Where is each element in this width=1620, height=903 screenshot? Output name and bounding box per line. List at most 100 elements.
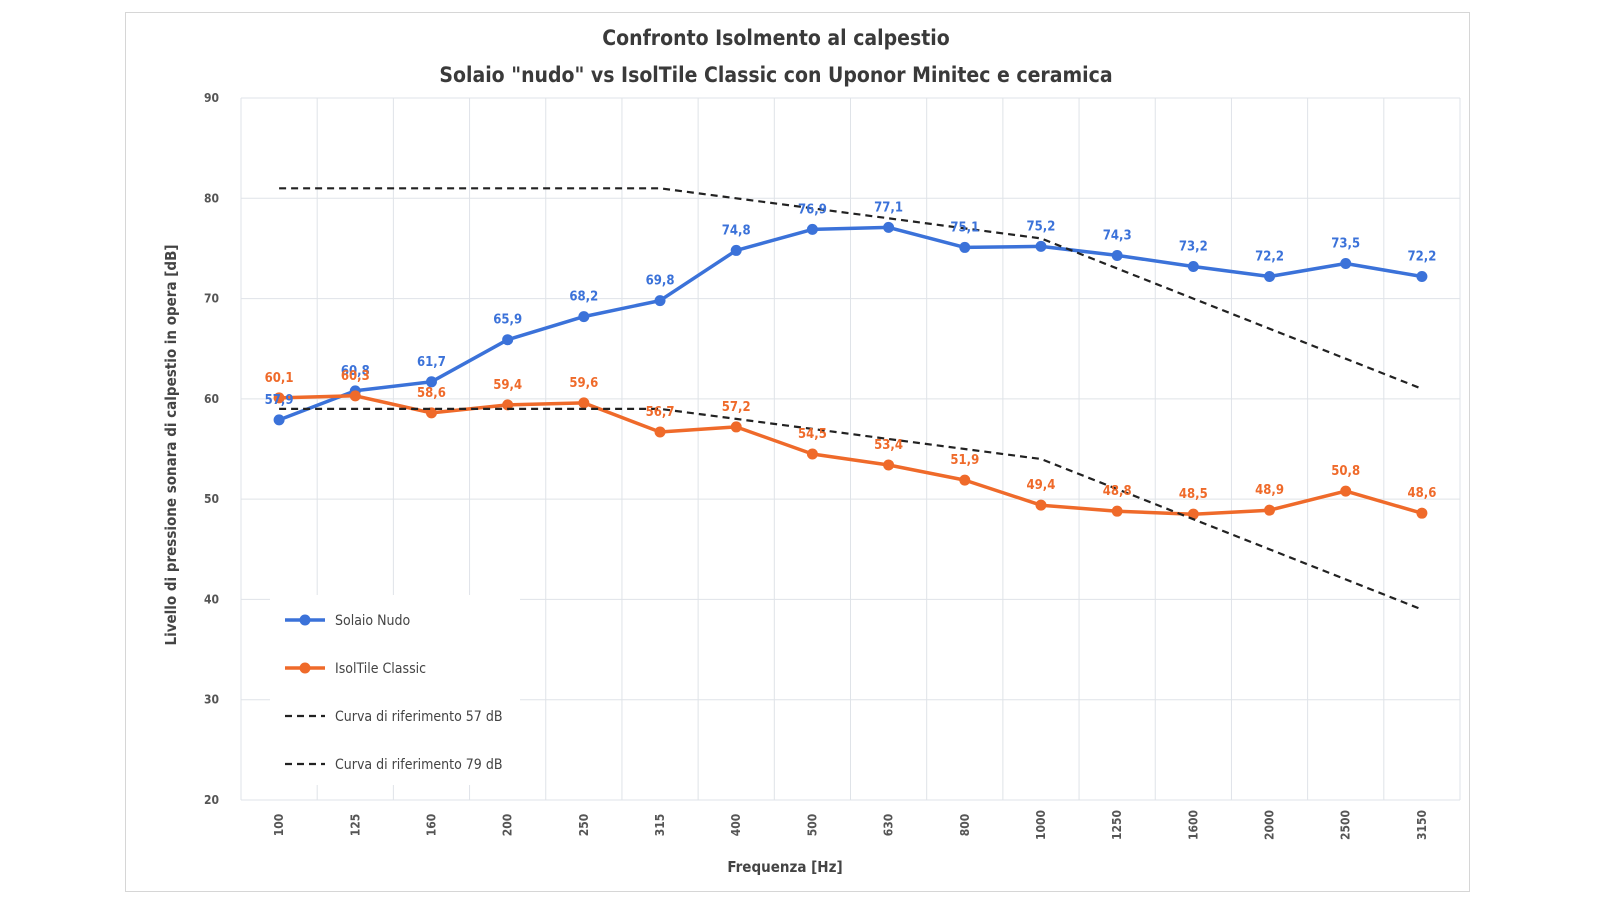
x-tick-label: 1600: [1186, 810, 1200, 840]
data-label: 50,8: [1331, 464, 1360, 479]
series-point: [1187, 260, 1199, 272]
series-point: [806, 223, 818, 235]
y-tick-label: 50: [204, 492, 219, 506]
series-point: [730, 244, 742, 256]
series-point: [1416, 271, 1428, 283]
series-point: [1035, 240, 1047, 252]
series-point: [959, 241, 971, 253]
data-label: 60,3: [341, 369, 370, 384]
x-axis-ticks: 100 125 160 200 250 315 400 500 630 800 1000 1250 16…: [272, 810, 1429, 840]
x-tick-label: 2500: [1339, 810, 1353, 840]
data-label: 72,2: [1407, 250, 1436, 265]
x-tick-label: 1250: [1110, 810, 1124, 840]
data-label: 59,6: [569, 376, 598, 391]
data-label: 60,8: [341, 364, 370, 379]
chart-subtitle: Solaio "nudo" vs IsolTile Classic con Up…: [439, 63, 1112, 87]
data-label: 74,8: [722, 223, 751, 238]
x-tick-label: 400: [729, 814, 743, 837]
series-point: [959, 474, 971, 486]
x-tick-label: 100: [272, 814, 286, 837]
series-point: [883, 459, 895, 471]
x-tick-label: 3150: [1415, 810, 1429, 840]
x-tick-label: 630: [882, 814, 896, 837]
data-label: 61,7: [417, 355, 446, 370]
series-line: [278, 225, 1423, 422]
y-axis-ticks: 20 30 40 50 60 70 80 90: [204, 91, 219, 807]
series-line: [279, 394, 1423, 516]
legend: Solaio Nudo IsolTile Classic Curva di rife…: [270, 595, 520, 785]
data-label: 48,6: [1407, 486, 1436, 501]
data-label: 53,4: [874, 438, 903, 453]
series-point: [578, 311, 590, 323]
data-label: 73,5: [1331, 236, 1360, 251]
series-point: [654, 295, 666, 307]
grid: [240, 97, 1461, 801]
series-point: [806, 448, 818, 460]
data-label: 60,1: [265, 371, 294, 386]
data-label: 72,2: [1255, 250, 1284, 265]
data-label: 57,2: [722, 400, 751, 415]
x-tick-label: 125: [348, 814, 362, 837]
legend-box: [270, 595, 520, 785]
legend-label: IsolTile Classic: [335, 661, 426, 677]
x-tick-label: 2000: [1263, 810, 1277, 840]
legend-label: Curva di riferimento 57 dB: [335, 709, 502, 725]
series-point: [1340, 257, 1352, 269]
data-label: 59,4: [493, 378, 522, 393]
chart-title: Confronto Isolmento al calpestio: [602, 26, 949, 50]
data-label: 75,2: [1027, 219, 1056, 234]
data-label: 76,9: [798, 202, 827, 217]
series-point: [425, 407, 437, 419]
x-tick-label: 315: [653, 814, 667, 837]
series-point: [1264, 271, 1276, 283]
series-point: [1111, 505, 1123, 517]
x-tick-label: 250: [577, 814, 591, 837]
data-label: 48,8: [1103, 484, 1132, 499]
y-tick-label: 80: [204, 191, 219, 205]
series-point: [1340, 485, 1352, 497]
data-label: 51,9: [950, 453, 979, 468]
series-point: [1264, 504, 1276, 516]
y-tick-label: 40: [204, 592, 219, 606]
series-point: [1111, 249, 1123, 261]
series-point: [883, 221, 895, 233]
series-point: [425, 376, 437, 388]
series-point: [730, 421, 742, 433]
series-point: [578, 397, 590, 409]
x-axis-title: Frequenza [Hz]: [727, 858, 842, 876]
x-tick-label: 200: [501, 814, 515, 837]
data-label: 49,4: [1027, 478, 1056, 493]
series-layer: [273, 187, 1428, 611]
y-axis-title: Livello di pressione sonara di calpestio…: [162, 244, 180, 645]
data-label: 57,9: [265, 393, 294, 408]
legend-label: Solaio Nudo: [335, 613, 411, 629]
series-point: [502, 399, 514, 411]
series-point: [502, 334, 514, 346]
data-label: 48,9: [1255, 483, 1284, 498]
data-label: 56,7: [646, 405, 675, 420]
y-tick-label: 60: [204, 392, 219, 406]
data-label: 73,2: [1179, 239, 1208, 254]
data-label: 54,5: [798, 427, 827, 442]
legend-marker: [299, 614, 311, 626]
data-label: 69,8: [646, 274, 675, 289]
x-tick-label: 1000: [1034, 810, 1048, 840]
data-label: 74,3: [1103, 228, 1132, 243]
data-label: 48,5: [1179, 487, 1208, 502]
series-point: [349, 390, 361, 402]
series-point: [654, 426, 666, 438]
y-tick-label: 20: [204, 793, 219, 807]
legend-label: Curva di riferimento 79 dB: [335, 757, 502, 773]
series-point: [273, 414, 285, 426]
data-label: 58,6: [417, 386, 446, 401]
data-label: 75,1: [950, 220, 979, 235]
x-tick-label: 500: [805, 814, 819, 837]
x-tick-label: 160: [424, 814, 438, 837]
y-tick-label: 90: [204, 91, 219, 105]
data-label: 65,9: [493, 313, 522, 328]
data-label: 77,1: [874, 200, 903, 215]
x-tick-label: 800: [958, 814, 972, 837]
series-point: [273, 392, 285, 404]
data-labels: 57,9 60,8 61,7 65,9 68,2 69,8 74,8 76,9 77,1 75,1…: [265, 200, 1437, 502]
